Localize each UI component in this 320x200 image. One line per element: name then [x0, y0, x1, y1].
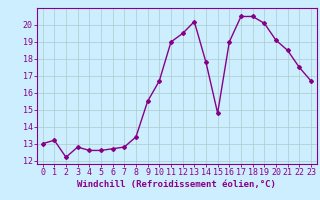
X-axis label: Windchill (Refroidissement éolien,°C): Windchill (Refroidissement éolien,°C) — [77, 180, 276, 189]
